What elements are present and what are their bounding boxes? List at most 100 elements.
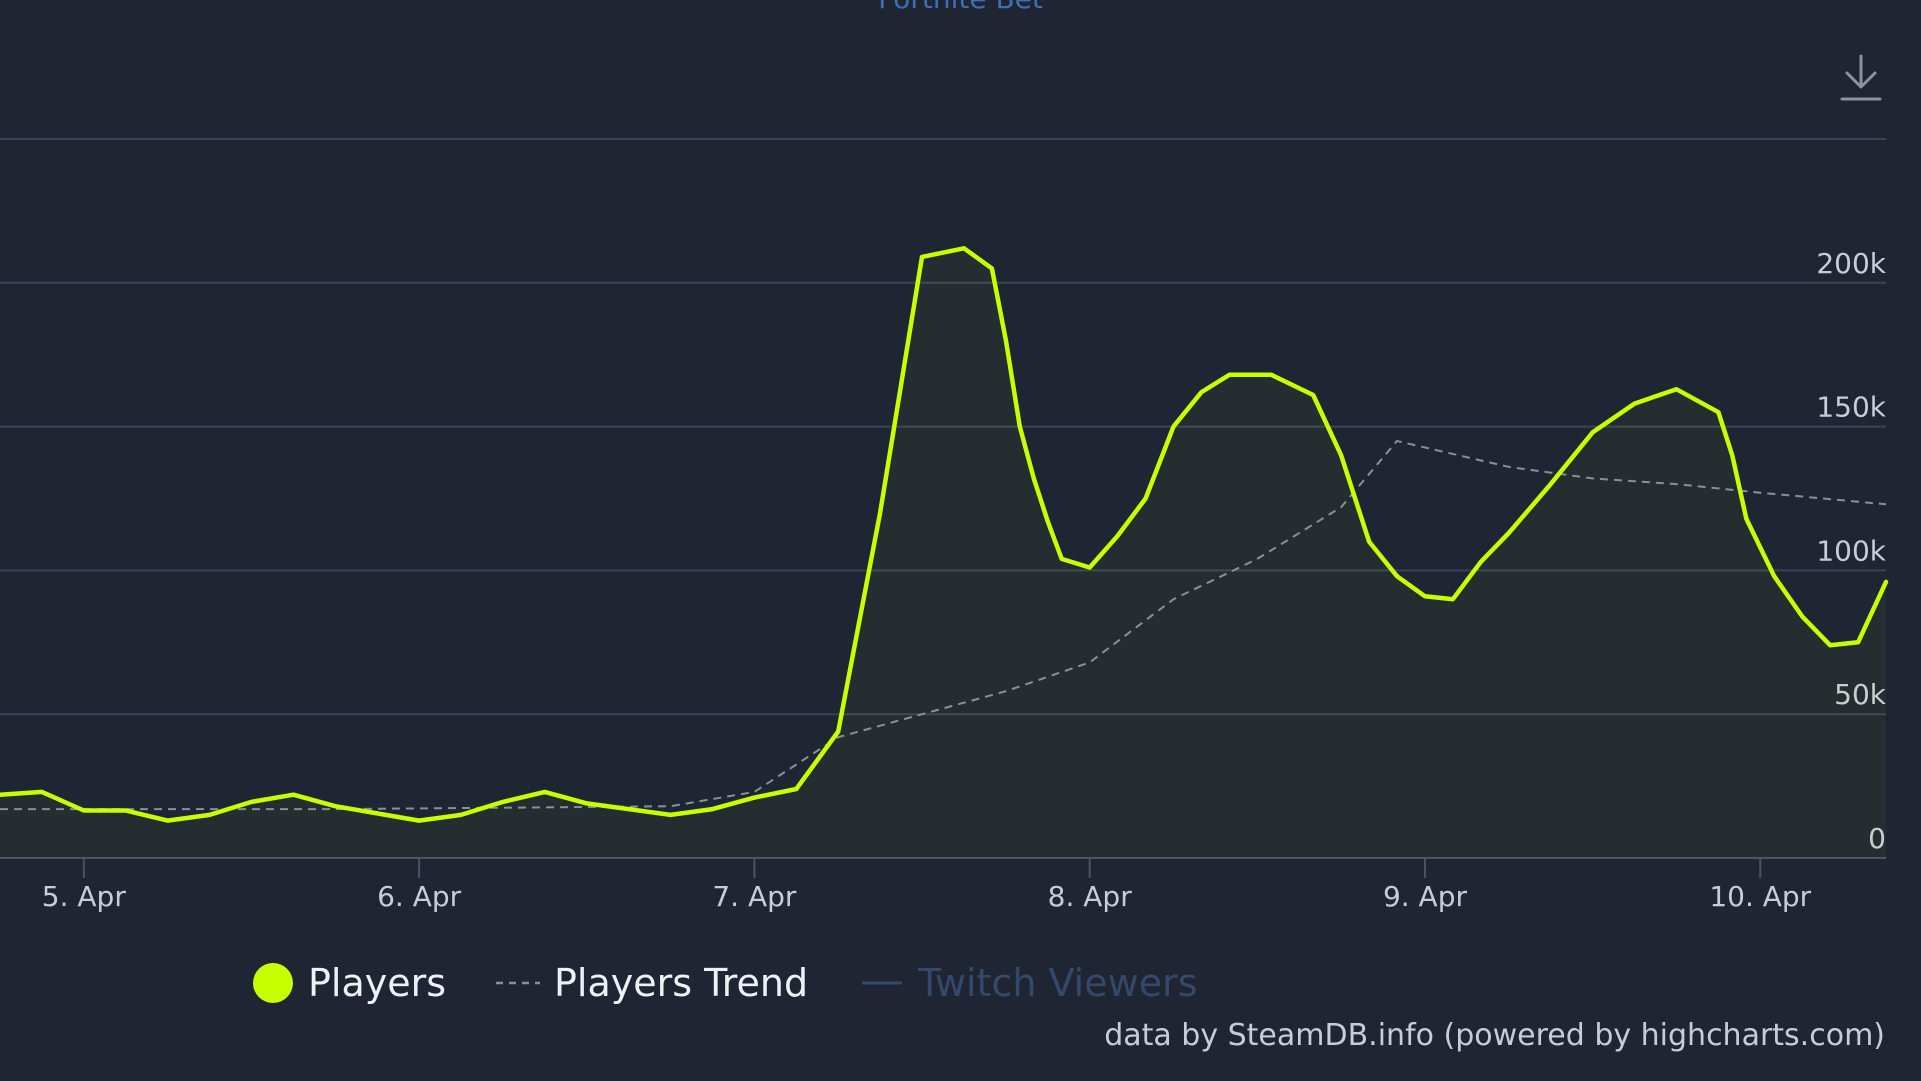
trend-point[interactable]: [835, 734, 841, 740]
players-point[interactable]: [206, 811, 214, 819]
players-legend-dot-icon: [253, 963, 293, 1003]
trend-point[interactable]: [332, 806, 338, 812]
chart-credits[interactable]: data by SteamDB.info (powered by highcha…: [1104, 1018, 1885, 1053]
players-point[interactable]: [1016, 423, 1024, 431]
players-point[interactable]: [1225, 371, 1233, 379]
players-point[interactable]: [1030, 474, 1038, 482]
players-point[interactable]: [1170, 423, 1178, 431]
players-point[interactable]: [1547, 480, 1555, 488]
players-point[interactable]: [1826, 641, 1834, 649]
players-point[interactable]: [1477, 558, 1485, 566]
x-tick-label: 5. Apr: [42, 880, 127, 913]
x-tick-label: 6. Apr: [377, 880, 462, 913]
y-tick-label: 100k: [1816, 534, 1886, 567]
players-point[interactable]: [1714, 408, 1722, 416]
x-tick-label: 9. Apr: [1383, 880, 1468, 913]
players-point[interactable]: [1044, 518, 1052, 526]
players-point[interactable]: [80, 807, 88, 815]
players-point[interactable]: [1142, 495, 1150, 503]
trend-point[interactable]: [1087, 659, 1093, 665]
players-point[interactable]: [708, 805, 716, 813]
players-point[interactable]: [1672, 385, 1680, 393]
players-line[interactable]: [0, 246, 1889, 823]
legend-label-players: Players: [308, 961, 447, 1005]
players-point[interactable]: [988, 264, 996, 272]
players-point[interactable]: [457, 811, 465, 819]
players-point[interactable]: [1589, 428, 1597, 436]
plot-area: 0 50k 100k 150k 200k 5. Apr 6. Apr 7. Apr 8. Ap…: [0, 138, 1890, 913]
players-point[interactable]: [1742, 515, 1750, 523]
trend-point[interactable]: [1506, 464, 1512, 470]
trend-point[interactable]: [1673, 481, 1679, 487]
players-point[interactable]: [1309, 391, 1317, 399]
twitch-legend-line-icon: [862, 981, 902, 985]
players-point[interactable]: [625, 805, 633, 813]
players-point[interactable]: [1337, 451, 1345, 459]
players-point[interactable]: [1114, 532, 1122, 540]
trend-legend-dash-icon: [496, 981, 540, 985]
x-tick-label: 7. Apr: [712, 880, 797, 913]
players-point[interactable]: [289, 791, 297, 799]
players-point[interactable]: [792, 785, 800, 793]
grid-lines: [0, 138, 1886, 859]
trend-point[interactable]: [1254, 556, 1260, 562]
y-tick-label: 50k: [1834, 678, 1887, 711]
players-point[interactable]: [1882, 578, 1890, 586]
players-point[interactable]: [1002, 336, 1010, 344]
players-point[interactable]: [918, 253, 926, 261]
legend-item-players-trend[interactable]: Players Trend: [496, 955, 808, 1011]
trend-point[interactable]: [165, 806, 171, 812]
players-point[interactable]: [1393, 572, 1401, 580]
x-axis-labels: 5. Apr 6. Apr 7. Apr 8. Apr 9. Apr 10. Apr: [42, 858, 1812, 913]
players-point[interactable]: [1854, 638, 1862, 646]
trend-point[interactable]: [1394, 438, 1400, 444]
download-button[interactable]: [1836, 52, 1886, 112]
players-point[interactable]: [1798, 612, 1806, 620]
players-point[interactable]: [1267, 371, 1275, 379]
players-point[interactable]: [960, 244, 968, 252]
legend-label-players-trend: Players Trend: [554, 961, 809, 1005]
legend-label-twitch-viewers: Twitch Viewers: [918, 961, 1198, 1005]
series-layer: [0, 244, 1890, 859]
players-point[interactable]: [415, 817, 423, 825]
players-area: [0, 248, 1886, 859]
players-point[interactable]: [1505, 529, 1513, 537]
players-point[interactable]: [373, 809, 381, 817]
y-tick-label: 150k: [1816, 391, 1886, 424]
legend-item-players[interactable]: Players: [252, 955, 446, 1011]
players-point[interactable]: [667, 811, 675, 819]
trend-point[interactable]: [919, 711, 925, 717]
trend-point[interactable]: [1003, 688, 1009, 694]
players-point[interactable]: [1058, 555, 1066, 563]
x-tick-label: 8. Apr: [1048, 880, 1133, 913]
players-point[interactable]: [1421, 592, 1429, 600]
trend-point[interactable]: [751, 789, 757, 795]
trend-point[interactable]: [668, 803, 674, 809]
trend-point[interactable]: [500, 805, 506, 811]
players-point[interactable]: [876, 509, 884, 517]
trend-point[interactable]: [1757, 490, 1763, 496]
trend-point[interactable]: [1590, 475, 1596, 481]
players-point[interactable]: [164, 817, 172, 825]
players-trend-line: [0, 439, 1887, 811]
players-point[interactable]: [38, 788, 46, 796]
x-tick-label: 10. Apr: [1709, 880, 1811, 913]
y-tick-label: 200k: [1816, 247, 1886, 280]
trend-point[interactable]: [1338, 504, 1344, 510]
players-point[interactable]: [1728, 451, 1736, 459]
trend-point[interactable]: [1171, 596, 1177, 602]
players-point[interactable]: [1086, 564, 1094, 572]
players-point[interactable]: [122, 807, 130, 815]
players-point[interactable]: [1449, 595, 1457, 603]
y-axis-labels: 0 50k 100k 150k 200k: [1816, 247, 1886, 855]
trend-point[interactable]: [1883, 501, 1889, 507]
players-point[interactable]: [541, 788, 549, 796]
players-point[interactable]: [583, 799, 591, 807]
legend-item-twitch-viewers[interactable]: Twitch Viewers: [862, 955, 1198, 1011]
players-point[interactable]: [1197, 388, 1205, 396]
players-point[interactable]: [1365, 538, 1373, 546]
players-point[interactable]: [1631, 400, 1639, 408]
players-point[interactable]: [247, 798, 255, 806]
players-point[interactable]: [1770, 572, 1778, 580]
